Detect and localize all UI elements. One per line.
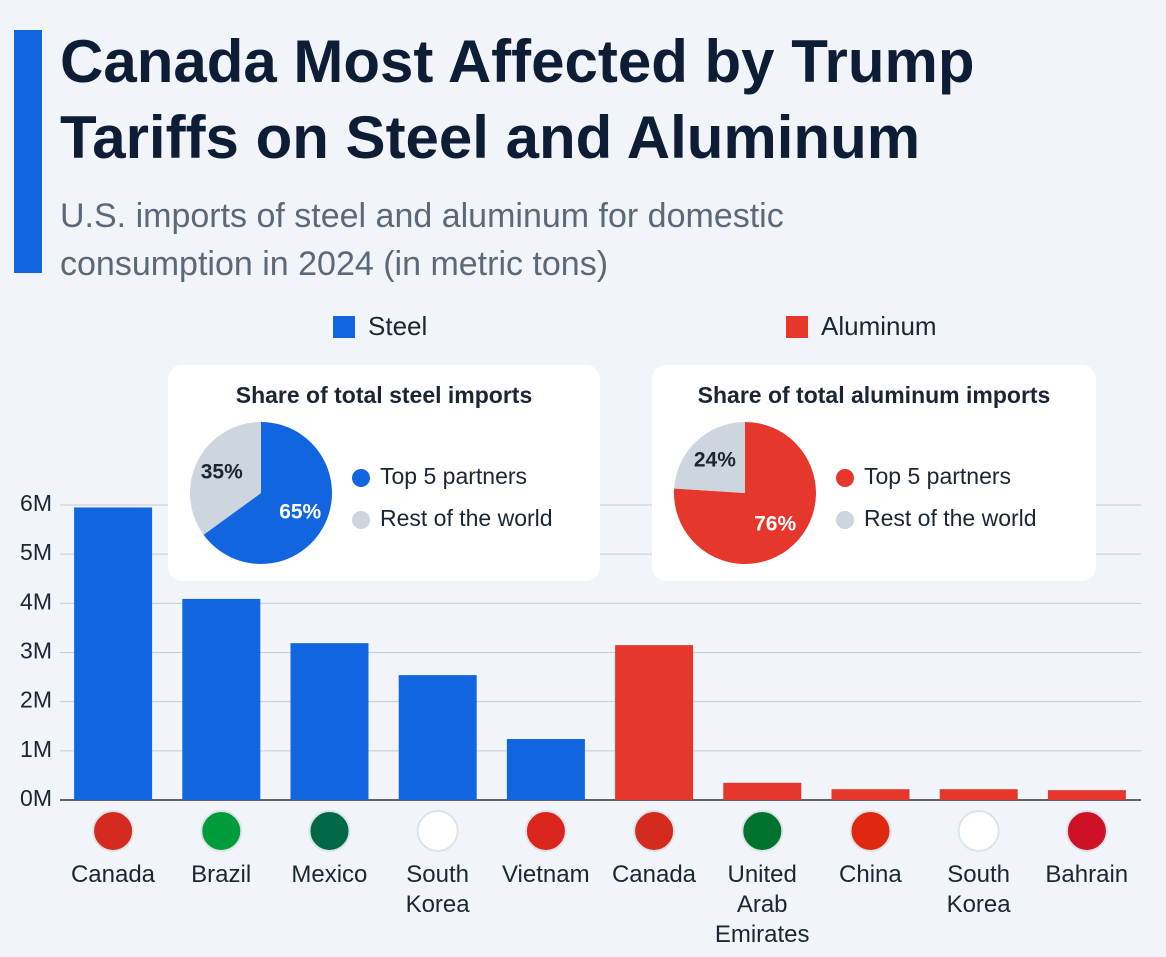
flag-icon xyxy=(849,810,892,852)
pie-slice xyxy=(674,422,745,493)
pie-legend-dot xyxy=(352,469,370,487)
pie-legend-label: Rest of the world xyxy=(864,505,1037,531)
pie-value-label: 35% xyxy=(201,461,243,484)
pie-legend-dot xyxy=(836,511,854,529)
pie-value-label: 76% xyxy=(754,513,796,536)
bar xyxy=(398,675,477,800)
x-tick-label: Canada xyxy=(70,861,156,888)
x-tick-label: South Korea xyxy=(946,861,1011,918)
bar xyxy=(182,598,261,800)
legend-swatch xyxy=(786,316,808,338)
x-tick-label: Canada xyxy=(611,861,697,888)
bar xyxy=(290,643,369,800)
pie-title: Share of total steel imports xyxy=(236,382,533,408)
x-tick-label: Mexico xyxy=(291,861,368,888)
y-tick-label: 2M xyxy=(20,687,52,713)
x-tick-label: South Korea xyxy=(405,861,470,918)
pie-slice xyxy=(203,422,332,564)
bar xyxy=(1047,790,1126,800)
pie-title: Share of total aluminum imports xyxy=(698,382,1051,408)
chart-subtitle: U.S. imports of steel and aluminum for d… xyxy=(60,197,784,283)
bar xyxy=(723,782,802,800)
flag-icon xyxy=(200,810,243,852)
chart-title: Canada Most Affected by Trump Tariffs on… xyxy=(60,28,975,171)
pie-legend-dot xyxy=(836,469,854,487)
pie-value-label: 24% xyxy=(694,448,736,471)
flag-icon xyxy=(1065,810,1108,852)
y-tick-label: 6M xyxy=(20,490,52,516)
pie-legend-dot xyxy=(352,511,370,529)
flag-icon xyxy=(308,810,351,852)
legend-label: Aluminum xyxy=(821,311,937,341)
flag-icon xyxy=(416,810,459,852)
bar xyxy=(74,507,153,800)
legend-swatch xyxy=(333,316,355,338)
x-tick-label: United Arab Emirates xyxy=(714,861,810,948)
flag-icon xyxy=(92,810,135,852)
y-tick-label: 3M xyxy=(20,638,52,664)
bar xyxy=(506,739,585,800)
flag-icon xyxy=(957,810,1000,852)
y-tick-label: 1M xyxy=(20,736,52,762)
accent-bar xyxy=(14,30,42,273)
pie-value-label: 65% xyxy=(279,501,321,524)
x-tick-label: Brazil xyxy=(191,861,252,888)
bar xyxy=(831,789,910,800)
x-tick-label: Vietnam xyxy=(501,861,590,888)
bar xyxy=(615,645,694,800)
y-tick-label: 4M xyxy=(20,588,52,614)
pie-legend-label: Rest of the world xyxy=(380,505,553,531)
x-tick-label: Bahrain xyxy=(1045,861,1129,888)
flag-icon xyxy=(633,810,676,852)
pie-legend-label: Top 5 partners xyxy=(380,463,527,489)
legend-label: Steel xyxy=(368,311,427,341)
y-tick-label: 5M xyxy=(20,539,52,565)
x-tick-label: China xyxy=(839,861,902,888)
flag-icon xyxy=(524,810,567,852)
bar xyxy=(939,789,1018,800)
y-tick-label: 0M xyxy=(20,785,52,811)
pie-legend-label: Top 5 partners xyxy=(864,463,1011,489)
pie-slice xyxy=(190,422,261,535)
flag-icon xyxy=(741,810,784,852)
